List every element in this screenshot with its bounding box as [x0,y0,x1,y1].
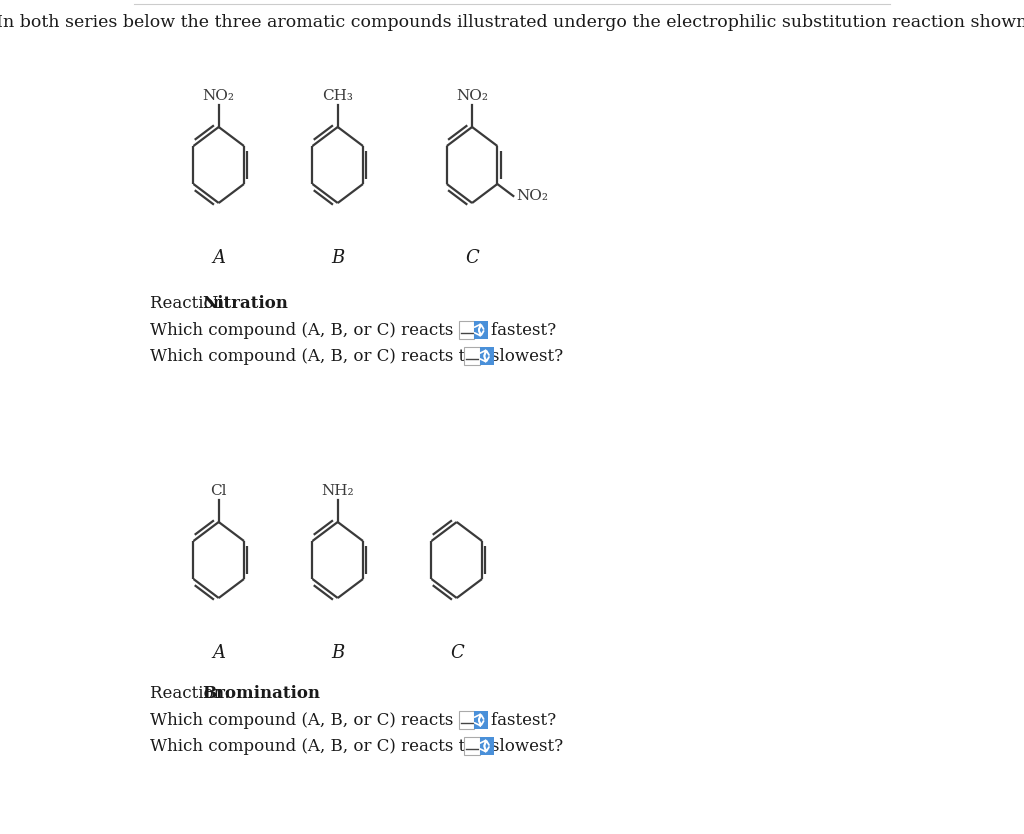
Text: NO₂: NO₂ [516,189,549,203]
Text: C: C [450,644,464,662]
FancyBboxPatch shape [459,321,474,339]
Text: Reaction:: Reaction: [150,295,234,312]
Text: Which compound (A, B, or C) reacts the slowest?: Which compound (A, B, or C) reacts the s… [150,348,563,365]
Text: A: A [212,644,225,662]
Text: Which compound (A, B, or C) reacts the slowest?: Which compound (A, B, or C) reacts the s… [150,738,563,755]
Text: Reaction:: Reaction: [150,685,234,702]
Text: In both series below the three aromatic compounds illustrated undergo the electr: In both series below the three aromatic … [0,14,1024,31]
Text: Which compound (A, B, or C) reacts the fastest?: Which compound (A, B, or C) reacts the f… [150,322,556,339]
FancyBboxPatch shape [480,737,494,755]
Text: Nitration: Nitration [202,295,288,312]
FancyBboxPatch shape [474,321,488,339]
FancyBboxPatch shape [465,737,480,755]
Text: NO₂: NO₂ [456,89,488,103]
FancyBboxPatch shape [474,711,488,729]
Text: Cl: Cl [211,484,227,498]
Text: C: C [465,249,479,267]
FancyBboxPatch shape [465,347,480,365]
FancyBboxPatch shape [459,711,474,729]
Text: A: A [212,249,225,267]
Text: B: B [331,249,344,267]
Text: B: B [331,644,344,662]
Text: CH₃: CH₃ [323,89,353,103]
FancyBboxPatch shape [480,347,494,365]
Text: NH₂: NH₂ [322,484,354,498]
Text: Which compound (A, B, or C) reacts the fastest?: Which compound (A, B, or C) reacts the f… [150,712,556,729]
Text: Bromination: Bromination [202,685,319,702]
Text: NO₂: NO₂ [203,89,234,103]
